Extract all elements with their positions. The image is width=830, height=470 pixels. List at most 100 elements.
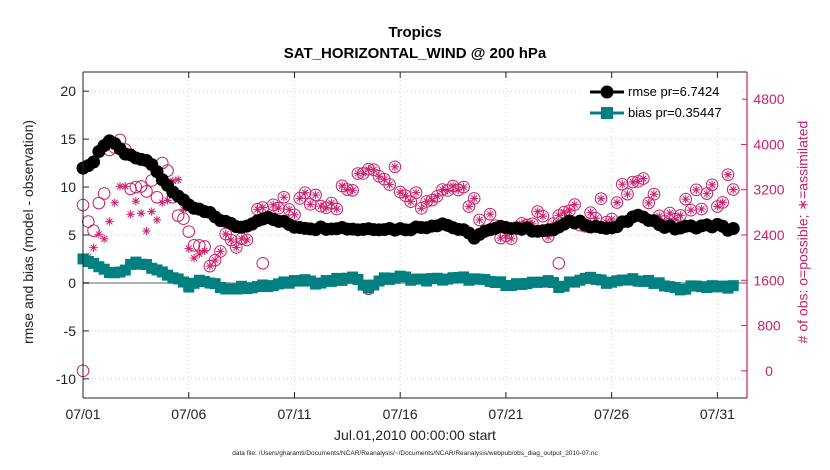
assimilated-obs-point xyxy=(459,182,468,192)
assimilated-obs-point xyxy=(126,210,135,219)
possible-obs-point xyxy=(298,186,312,199)
bias-point xyxy=(119,264,131,276)
assimilated-obs-point xyxy=(729,185,738,194)
assimilated-obs-point xyxy=(216,247,225,256)
assimilated-obs-point xyxy=(639,174,648,183)
possible-obs-point xyxy=(679,192,692,206)
assimilated-obs-point xyxy=(475,215,484,225)
assimilated-obs-point xyxy=(173,175,183,184)
y-tick-label-right: 4800 xyxy=(753,91,784,107)
possible-obs-point xyxy=(388,160,402,174)
assimilated-obs-point xyxy=(321,203,331,212)
possible-obs-point xyxy=(594,192,608,205)
possible-obs-point xyxy=(150,190,164,204)
y-tick-label-left: 15 xyxy=(60,131,76,147)
possible-obs-point xyxy=(615,177,629,191)
possible-obs-point xyxy=(705,178,719,192)
x-tick-label: 07/31 xyxy=(700,406,735,422)
possible-obs-point xyxy=(637,172,650,185)
assimilated-obs-point xyxy=(533,207,542,216)
assimilated-obs-point xyxy=(290,210,299,219)
assimilated-obs-point xyxy=(136,209,146,218)
x-axis-label: Jul.01,2010 00:00:00 start xyxy=(334,427,496,443)
assimilated-obs-point xyxy=(279,193,289,202)
legend-label-rmse: rmse pr=6.7424 xyxy=(628,84,720,99)
assimilated-obs-point xyxy=(470,194,479,203)
assimilated-obs-point xyxy=(385,180,394,189)
x-tick-label: 07/16 xyxy=(383,406,418,422)
assimilated-obs-point xyxy=(226,235,236,245)
assimilated-obs-point xyxy=(697,204,706,214)
legend: rmse pr=6.7424 bias pr=0.35447 xyxy=(583,78,742,126)
assimilated-obs-point xyxy=(152,215,162,225)
assimilated-obs-point xyxy=(433,192,442,201)
assimilated-obs-point xyxy=(189,253,199,263)
legend-label-bias: bias pr=0.35447 xyxy=(628,105,722,120)
data-file-footnote: data file: /Users/gharamti/Documents/NCA… xyxy=(232,450,598,457)
possible-obs-point xyxy=(140,185,153,198)
assimilated-obs-point xyxy=(707,180,717,190)
assimilated-obs-point xyxy=(507,234,516,243)
assimilated-obs-point xyxy=(718,198,727,207)
assimilated-obs-point xyxy=(94,230,104,239)
possible-obs-point xyxy=(309,188,322,202)
rmse-point xyxy=(87,155,101,169)
assimilated-obs-point xyxy=(258,203,267,212)
possible-obs-point xyxy=(97,187,111,200)
possible-obs-point xyxy=(240,233,254,247)
possible-obs-point xyxy=(695,202,708,216)
assimilated-obs-point xyxy=(692,185,701,195)
assimilated-obs-point xyxy=(369,165,378,174)
assimilated-obs-point xyxy=(417,204,426,213)
x-tick-label: 07/11 xyxy=(277,406,311,422)
y-tick-label-right: 4000 xyxy=(753,136,784,152)
legend-marker-rmse xyxy=(590,85,624,99)
assimilated-obs-point xyxy=(702,189,712,198)
assimilated-obs-point xyxy=(596,194,606,203)
possible-obs-point xyxy=(182,225,196,238)
assimilated-obs-point xyxy=(300,188,310,197)
possible-obs-point xyxy=(552,256,566,270)
assimilated-obs-point xyxy=(242,235,252,245)
assimilated-obs-point xyxy=(406,197,415,206)
y-tick-label-right: 800 xyxy=(757,318,781,334)
assimilated-obs-point xyxy=(232,243,241,252)
assimilated-obs-point xyxy=(538,211,548,221)
y-tick-label-left: -10 xyxy=(56,371,76,387)
assimilated-obs-point xyxy=(110,198,119,207)
assimilated-obs-point xyxy=(464,202,474,211)
assimilated-obs-point xyxy=(411,188,421,197)
assimilated-obs-point xyxy=(348,186,357,195)
assimilated-obs-point xyxy=(210,255,220,265)
possible-obs-point xyxy=(409,186,423,199)
assimilated-obs-point xyxy=(337,181,347,191)
assimilated-obs-point xyxy=(485,210,495,219)
x-tick-label: 07/26 xyxy=(594,406,629,422)
assimilated-obs-point xyxy=(686,205,696,215)
assimilated-obs-point xyxy=(676,211,685,220)
possible-obs-point xyxy=(483,207,497,221)
assimilated-obs-point xyxy=(89,243,98,252)
possible-obs-point xyxy=(277,190,291,204)
y-axis-label-right: # of obs: o=possible; ∗=assimilated xyxy=(794,120,811,344)
x-tick-label: 07/06 xyxy=(171,406,206,422)
assimilated-obs-point xyxy=(306,200,315,209)
assimilated-obs-point xyxy=(99,234,109,244)
possible-obs-point xyxy=(383,178,396,191)
assimilated-obs-point xyxy=(443,186,452,195)
assimilated-obs-point xyxy=(131,196,141,206)
y-tick-label-left: 20 xyxy=(60,83,76,99)
y-tick-label-right: 0 xyxy=(765,363,773,379)
legend-marker-bias xyxy=(590,107,624,119)
possible-obs-point xyxy=(87,224,100,237)
possible-obs-point xyxy=(726,183,740,196)
possible-obs-point xyxy=(129,180,143,194)
assimilated-obs-point xyxy=(327,198,336,208)
possible-obs-point xyxy=(256,256,270,270)
assimilated-obs-point xyxy=(570,200,579,209)
assimilated-obs-point xyxy=(147,207,156,216)
assimilated-obs-point xyxy=(623,189,632,199)
chart-subtitle: SAT_HORIZONTAL_WIND @ 200 hPa xyxy=(283,45,547,62)
assimilated-obs-point xyxy=(565,206,574,216)
